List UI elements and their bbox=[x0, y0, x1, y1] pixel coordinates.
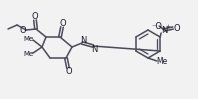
Text: N: N bbox=[161, 26, 167, 34]
Text: Me: Me bbox=[23, 51, 33, 57]
Text: ⁻O: ⁻O bbox=[152, 21, 163, 30]
Text: O: O bbox=[20, 26, 26, 34]
Text: O: O bbox=[174, 23, 180, 32]
Text: O: O bbox=[32, 11, 38, 20]
Text: Me: Me bbox=[156, 58, 168, 67]
Text: N: N bbox=[80, 36, 86, 44]
Text: +: + bbox=[165, 24, 170, 29]
Text: Me: Me bbox=[23, 36, 33, 42]
Text: N: N bbox=[91, 44, 97, 53]
Text: O: O bbox=[60, 19, 66, 28]
Text: O: O bbox=[66, 68, 72, 77]
